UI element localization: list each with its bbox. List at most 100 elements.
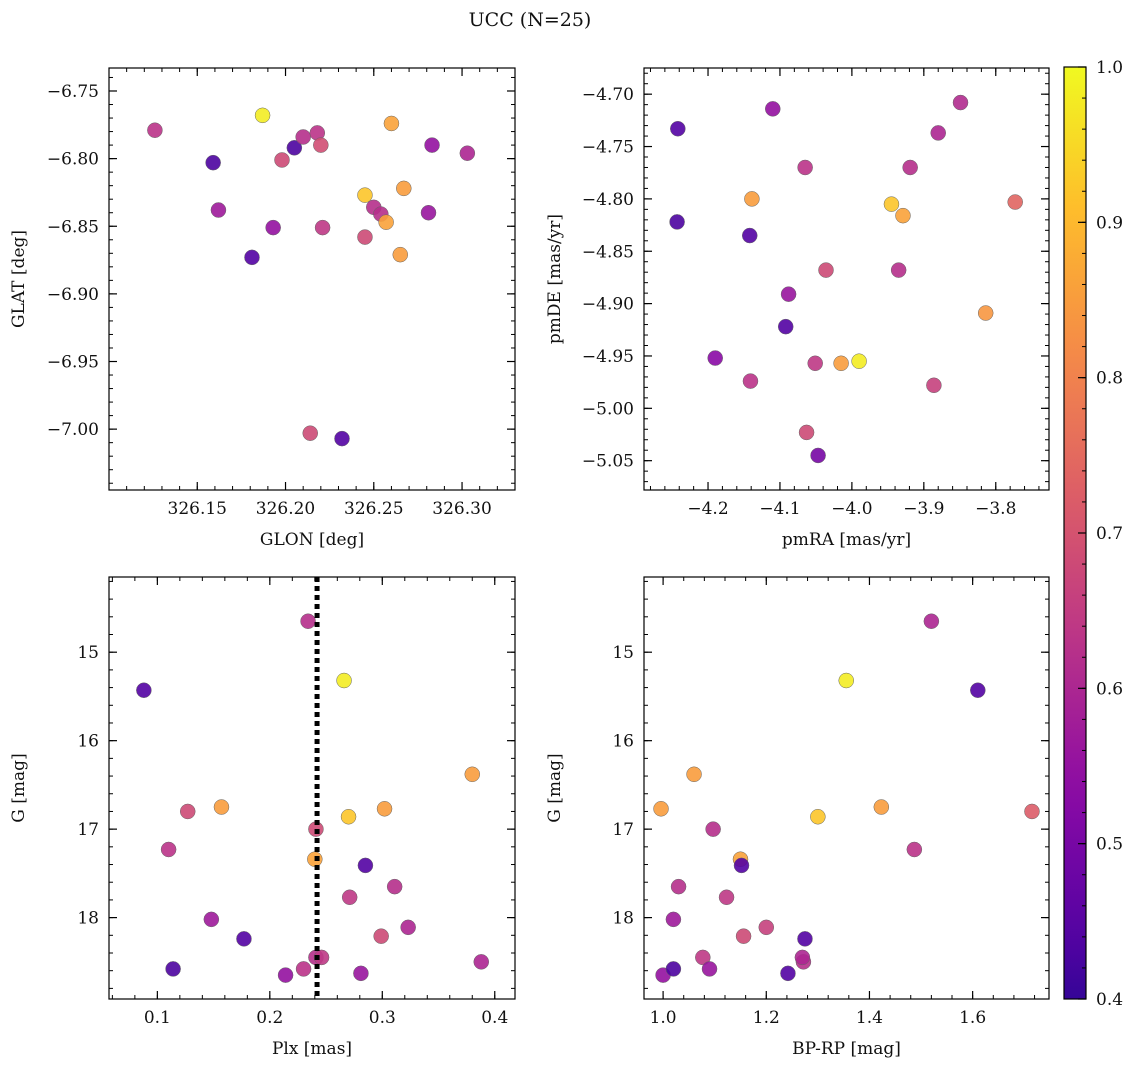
data-point [244,249,260,266]
colorbar-tick-label: 0.4 [1096,990,1123,1010]
x-tick-label: 0.2 [256,1008,283,1028]
data-point [160,841,177,858]
data-point [357,229,373,245]
x-axis-label: Plx [mas] [272,1039,352,1059]
data-point [203,911,220,928]
data-point [797,159,813,176]
data-point [794,949,811,966]
x-tick-label: −3.9 [903,499,944,519]
y-tick-label: 18 [77,909,99,929]
data-point [810,809,826,825]
colorbar-tick-label: 0.7 [1096,524,1123,544]
data-point [923,613,940,629]
data-point [758,919,775,936]
y-tick-label: 17 [77,820,99,840]
y-tick-label: −6.95 [47,353,99,373]
colorbar-tick-label: 0.6 [1096,679,1123,699]
plot-frame [643,67,1050,491]
y-tick-label: −4.80 [582,190,634,210]
data-point [464,766,481,783]
data-point [818,262,834,278]
data-point [851,353,867,369]
data-point [777,318,794,335]
y-tick-label: 17 [612,820,634,840]
x-tick-label: 326.25 [344,499,403,519]
y-tick-label: −5.05 [582,452,634,472]
data-point [970,682,986,698]
data-point [236,931,252,947]
data-point [386,878,403,895]
data-point [1007,194,1023,210]
data-point [833,355,849,372]
data-point [670,120,686,137]
data-point [210,202,227,218]
data-point [807,355,823,372]
data-point [179,803,196,820]
x-tick-label: 1.0 [650,1008,677,1028]
panel-glon-glat: 326.15 326.20 326.25 326.30 −6.75 −6.80 −6.85 −… [9,67,516,550]
colorbar-gradient [1064,67,1086,999]
data-point [277,967,294,983]
y-axis-label: G [mag] [9,753,29,822]
data-point [459,145,476,161]
plot-frame [108,67,516,491]
data-point [336,672,352,689]
data-point [392,246,409,263]
colorbar-tick-label: 0.8 [1096,369,1123,389]
data-point [254,107,271,124]
x-tick-label: 1.4 [856,1008,883,1028]
data-point [733,857,750,874]
data-point [665,911,682,928]
data-point [735,928,752,944]
data-point [765,101,781,117]
x-tick-label: 1.2 [753,1008,780,1028]
y-tick-label: 15 [77,643,99,663]
data-point [838,672,854,689]
data-point [165,961,181,977]
data-point [396,180,412,197]
colorbar-tick-label: 1.0 [1096,58,1123,78]
y-tick-label: −4.95 [582,347,634,367]
x-tick-label: −3.8 [975,499,1016,519]
panels: 326.15 326.20 326.25 326.30 −6.75 −6.80 −6.85 −… [9,67,1050,1059]
y-tick-label: −4.85 [582,242,634,262]
data-point [797,931,813,947]
data-point [383,115,400,132]
data-point [890,262,907,278]
x-tick-label: 0.1 [144,1008,171,1028]
x-axis-label: pmRA [mas/yr] [782,530,911,550]
data-point [340,809,357,825]
y-tick-label: 16 [612,732,634,752]
data-point [780,286,797,302]
y-tick-label: −6.75 [47,82,99,102]
data-point [718,889,735,906]
y-tick-label: −4.75 [582,138,634,158]
y-tick-label: −7.00 [47,420,99,440]
data-point [213,799,230,815]
data-point [670,878,687,895]
x-axis-label: BP-RP [mag] [792,1039,901,1059]
data-point [926,377,942,394]
plot-frame [643,576,1050,1000]
colorbar-tick-label: 0.9 [1096,213,1123,233]
data-point [653,801,669,817]
data-point [334,430,350,447]
figure-title: UCC (N=25) [469,9,592,31]
y-axis-label: pmDE [mas/yr] [545,214,565,344]
data-point [341,889,358,906]
y-tick-label: −4.70 [582,85,634,105]
x-tick-label: 0.4 [481,1008,508,1028]
data-point [295,129,311,145]
data-point [977,305,994,321]
data-point [902,159,918,176]
data-point [205,154,221,171]
x-tick-label: 326.30 [432,499,491,519]
data-point [424,137,440,153]
data-point [686,766,702,783]
data-point [798,424,815,441]
panel-pmra-pmde: −4.2 −4.1 −4.0 −3.9 −3.8 −4.70 −4.75 −4.80 −4.85… [545,67,1050,550]
y-axis-label: G [mag] [545,753,565,822]
data-point [286,140,303,156]
data-point [373,928,389,944]
